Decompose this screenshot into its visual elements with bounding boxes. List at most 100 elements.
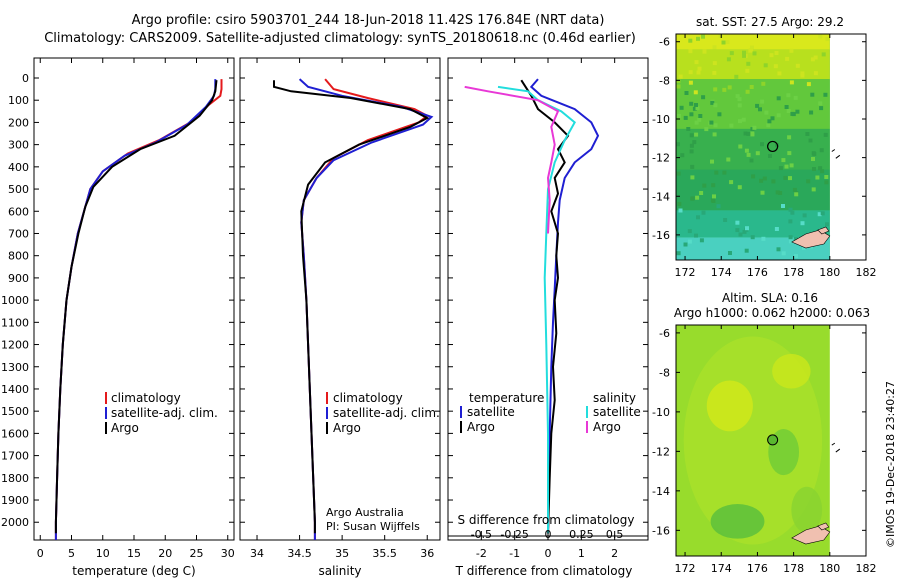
map-pixel <box>690 175 695 180</box>
map-pixel <box>766 123 771 128</box>
map-pixel <box>802 213 807 218</box>
x-tick-label: -1 <box>509 547 520 560</box>
map-pixel <box>677 201 682 206</box>
island-shape <box>791 229 831 249</box>
map-pixel <box>676 171 681 176</box>
map-pixel <box>713 103 718 108</box>
map-pixel <box>684 91 689 95</box>
series-line-s-satellite <box>497 85 576 534</box>
map-pixel <box>818 101 823 106</box>
map-pixel <box>788 207 793 212</box>
map-pixel <box>687 239 692 244</box>
map-pixel <box>735 94 740 99</box>
x-tick-label: 34.5 <box>287 547 312 560</box>
map-pixel <box>737 97 742 102</box>
island-shape <box>817 226 830 235</box>
x2-tick-label: -0.25 <box>500 528 528 541</box>
map-blob <box>791 486 823 533</box>
map-pixel <box>726 157 731 162</box>
map-pixel <box>819 148 824 153</box>
figure-title-line2: Climatology: CARS2009. Satellite-adjuste… <box>44 31 636 46</box>
x-tick-label: 182 <box>856 266 877 279</box>
map-pixel <box>712 194 716 199</box>
map-pixel <box>717 112 722 117</box>
map-pixel <box>701 95 706 100</box>
timestamp: ©IMOS 19-Dec-2018 23:40:27 <box>884 381 897 548</box>
map-pixel <box>825 222 829 227</box>
map-pixel <box>817 212 822 217</box>
y-tick-label: 1200 <box>1 339 29 352</box>
x2-tick-label: 0.5 <box>606 528 624 541</box>
map-pixel <box>825 37 830 42</box>
map-pixel <box>750 45 754 50</box>
map-pixel <box>770 116 775 121</box>
map-pixel <box>713 87 718 92</box>
map-pixel <box>752 51 757 56</box>
map-pixel <box>776 113 781 118</box>
x-tick-label: 2 <box>611 547 618 560</box>
y-tick-label: -16 <box>652 229 670 242</box>
map-pixel <box>689 112 694 117</box>
legend-label: climatology <box>333 391 403 405</box>
x-tick-label: 35 <box>335 547 349 560</box>
map-pixel <box>773 64 778 69</box>
map-title: Altim. SLA: 0.16 <box>722 291 818 305</box>
y-tick-label: -16 <box>652 524 670 537</box>
x-tick-label: 0 <box>37 547 44 560</box>
map-pixel <box>695 195 700 200</box>
map-pixel <box>710 159 714 164</box>
map-pixel <box>721 40 726 45</box>
map-pixel <box>793 237 798 242</box>
map-pixel <box>824 175 829 179</box>
map-band <box>676 210 830 238</box>
series-line-t-satellite <box>529 78 600 534</box>
map-pixel <box>677 113 681 118</box>
map-pixel <box>813 55 818 60</box>
map-pixel <box>741 117 746 122</box>
map-pixel <box>776 247 781 252</box>
map-pixel <box>761 236 766 241</box>
map-pixel <box>696 70 701 75</box>
map-pixel <box>704 127 709 132</box>
y-tick-label: 400 <box>8 161 29 174</box>
map-pixel <box>769 53 774 58</box>
map-pixel <box>775 190 780 195</box>
map-blob <box>710 504 765 539</box>
y-tick-label: -8 <box>659 74 670 87</box>
map-pixel <box>702 183 707 188</box>
map-pixel <box>746 61 751 66</box>
map-pixel <box>690 164 695 169</box>
map-pixel <box>676 79 681 84</box>
map-pixel <box>697 117 702 122</box>
map-pixel <box>764 110 769 115</box>
x-axis-label: temperature (deg C) <box>72 564 195 578</box>
map-pixel <box>699 238 704 243</box>
map-pixel <box>712 61 717 66</box>
legend-label: Argo <box>593 420 621 434</box>
map-pixel <box>746 152 751 157</box>
map-pixel <box>745 89 750 94</box>
legend-label: Argo <box>111 421 139 435</box>
reef-marks <box>831 149 841 159</box>
series-line-t-argo <box>520 79 570 534</box>
map-pixel <box>777 71 782 76</box>
map-pixel <box>742 53 747 58</box>
map-pixel <box>774 51 779 55</box>
map-pixel <box>690 196 695 201</box>
y-tick-label: -14 <box>652 190 670 203</box>
map-pixel <box>737 185 742 190</box>
map-pixel <box>680 153 685 158</box>
map-pixel <box>793 95 798 100</box>
map-pixel <box>781 251 786 256</box>
y-tick-label: 800 <box>8 250 29 263</box>
map-pixel <box>711 183 716 188</box>
legend-label: climatology <box>111 391 181 405</box>
map-pixel <box>686 127 691 131</box>
map-pixel <box>787 135 792 140</box>
map-pixel <box>790 210 795 215</box>
x-tick-label: 172 <box>675 562 696 575</box>
map-pixel <box>722 87 727 92</box>
map-pixel <box>806 82 811 87</box>
map-pixel <box>712 70 717 75</box>
